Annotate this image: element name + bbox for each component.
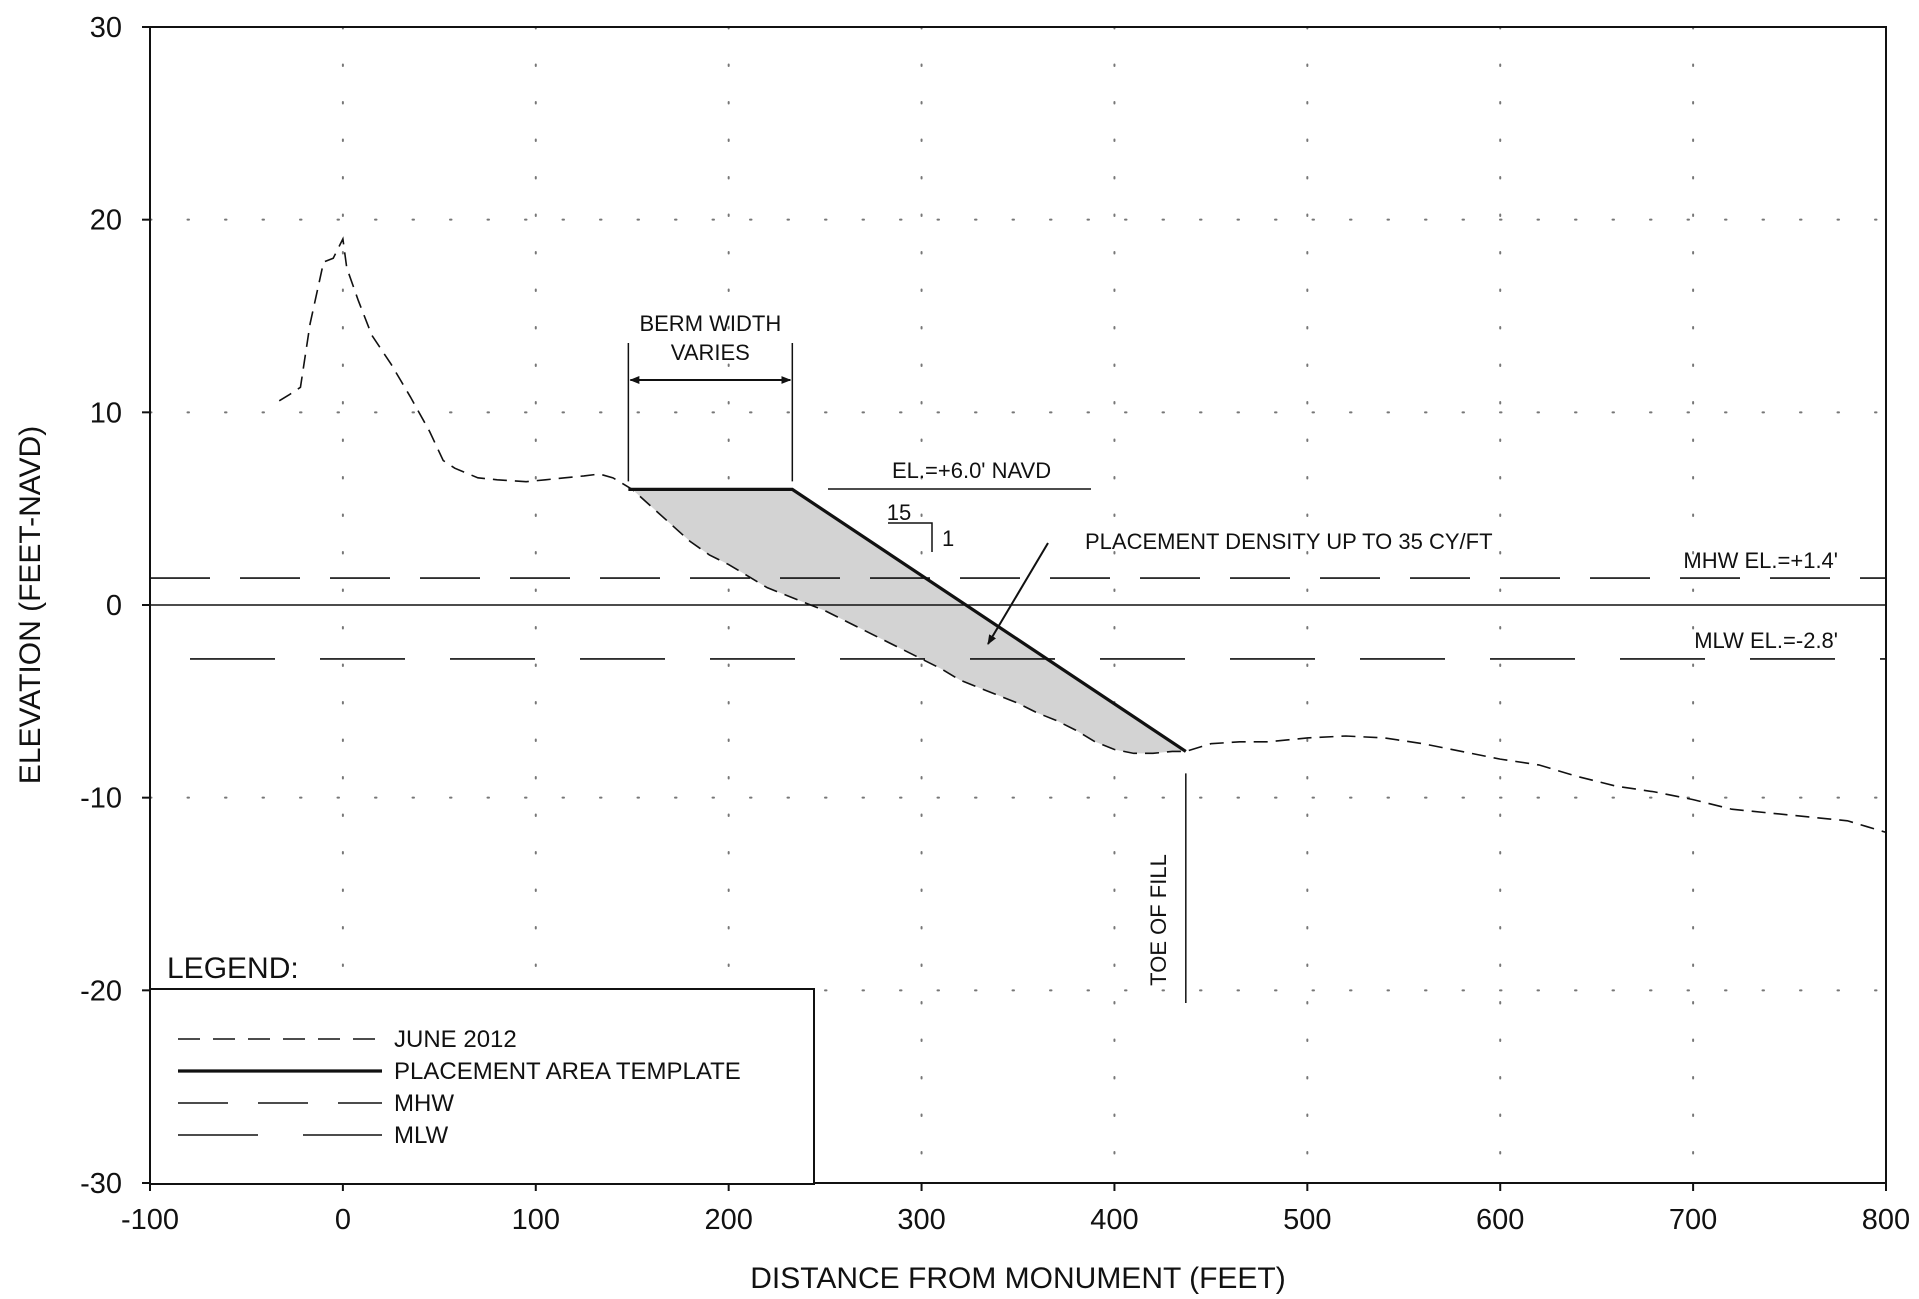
legend-item-label: PLACEMENT AREA TEMPLATE [394,1058,741,1085]
elevation-label: EL.=+6.0' NAVD [892,458,1051,483]
legend-box [149,988,815,1185]
mlw-label: MLW EL.=-2.8' [1694,628,1838,653]
y-tick-label: 10 [90,397,122,429]
density-arrow [987,542,1049,645]
x-tick-label: -100 [121,1204,179,1236]
annotation-layer: BERM WIDTH VARIES EL.=+6.0' NAVD 15 1 PL… [627,311,1838,1003]
x-tick-label: 700 [1669,1204,1717,1236]
y-tick-label: 30 [90,12,122,44]
legend: LEGEND: JUNE 2012 PLACEMENT AREA TEMPLATE… [149,952,815,1185]
x-tick-label: 100 [512,1204,560,1236]
slope-rise-label: 1 [942,526,954,551]
series-layer [150,236,1887,834]
slope-indicator [888,522,933,552]
x-tick-label: 600 [1476,1204,1524,1236]
toe-of-fill-label: TOE OF FILL [1146,854,1171,986]
x-tick-label: 300 [897,1204,945,1236]
x-axis-title: DISTANCE FROM MONUMENT (FEET) [750,1262,1286,1295]
y-tick-label: -10 [80,783,122,815]
placement-density-label: PLACEMENT DENSITY UP TO 35 CY/FT [1085,529,1493,554]
berm-width-varies-label: VARIES [671,340,750,365]
y-tick-label: 0 [106,590,122,622]
placement-fill [628,489,1186,754]
y-axis-title: ELEVATION (FEET-NAVD) [14,426,47,784]
tick-layer: -100 0 100 200 300 400 500 600 700 8003020100-10-… [80,12,1910,1236]
slope-run-label: 15 [887,500,911,525]
legend-item-label: MLW [394,1122,449,1149]
june-2012-profile [278,236,1887,834]
x-tick-label: 400 [1090,1204,1138,1236]
legend-item-label: MHW [394,1090,454,1117]
y-tick-label: -20 [80,975,122,1007]
x-tick-label: 800 [1862,1204,1910,1236]
x-tick-label: 500 [1283,1204,1331,1236]
legend-item-label: JUNE 2012 [394,1026,517,1053]
y-tick-label: 20 [90,205,122,237]
x-tick-label: 200 [704,1204,752,1236]
berm-width-label: BERM WIDTH [639,311,781,336]
y-tick-label: -30 [80,1168,122,1200]
legend-items: JUNE 2012 PLACEMENT AREA TEMPLATE MHW MLW [178,1026,741,1149]
x-tick-label: 0 [335,1204,351,1236]
mhw-label: MHW EL.=+1.4' [1683,548,1838,573]
legend-title: LEGEND: [167,952,299,985]
placement-fill-layer [628,489,1186,754]
placement-template [628,487,1187,753]
